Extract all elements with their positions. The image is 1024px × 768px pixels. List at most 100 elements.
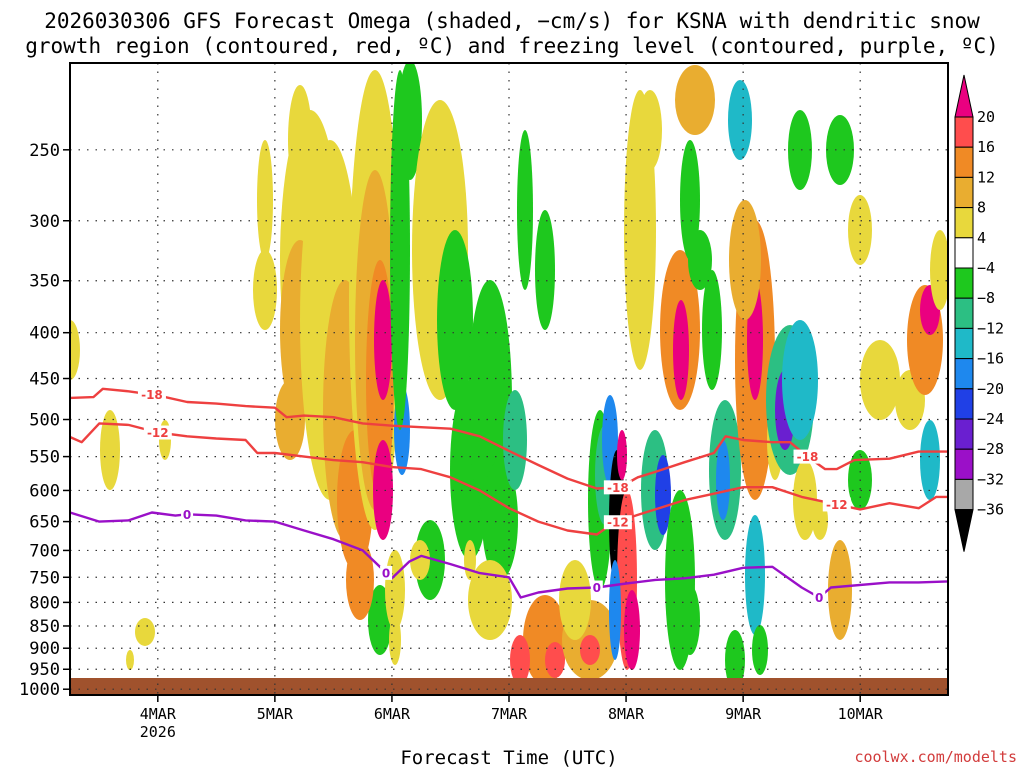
contour-label-bg [590, 580, 603, 595]
contour-label-bg [143, 425, 172, 440]
colorbar-swatch [954, 297, 974, 329]
y-axis-ticks: 2503003504004505005506006507007508008509… [19, 141, 70, 700]
omega-blob [468, 280, 512, 520]
colorbar-label: −12 [977, 319, 1004, 337]
omega-blob [680, 585, 700, 655]
omega-blob [253, 250, 277, 330]
y-tick-label: 900 [29, 639, 60, 659]
x-tick-label: 7MAR [491, 705, 528, 723]
colorbar-swatch [954, 388, 974, 420]
x-tick-label: 10MAR [838, 705, 884, 723]
x-tick-label: 6MAR [374, 705, 411, 723]
omega-blob [752, 625, 768, 675]
omega-blob [655, 455, 671, 535]
contour-label-bg [793, 449, 822, 464]
y-tick-label: 600 [29, 481, 60, 501]
colorbar-label: −28 [977, 440, 1004, 458]
y-tick-label: 700 [29, 541, 60, 561]
y-tick-label: 350 [29, 272, 60, 292]
omega-blob [624, 590, 640, 670]
contour-label-bg [813, 590, 826, 605]
colorbar-swatch [954, 327, 974, 360]
x-axis-label: Forecast Time (UTC) [400, 747, 617, 768]
y-tick-label: 500 [29, 411, 60, 431]
colorbar-bottom-arrow [954, 509, 974, 552]
colorbar-swatch [954, 176, 974, 209]
contour-label-bg [137, 387, 166, 402]
colorbar-swatch [954, 207, 974, 239]
colorbar-label: −16 [977, 350, 1004, 368]
colorbar-swatch [954, 478, 974, 511]
colorbar-label: −8 [977, 289, 995, 307]
omega-blob [638, 90, 662, 170]
omega-blob [535, 210, 555, 330]
omega-blob [545, 642, 565, 678]
colorbar-swatch [954, 146, 974, 178]
omega-blob [782, 320, 818, 440]
contour-label: 0 [593, 581, 601, 595]
grid-lines [70, 63, 948, 695]
y-tick-label: 650 [29, 513, 60, 533]
temperature-contours: -18 -18 -18 -12 -12 -12 0 0 0 0 [70, 387, 948, 605]
contour-label-bg [380, 565, 393, 580]
contour-label: -12 [826, 498, 848, 512]
omega-blob [437, 230, 473, 410]
omega-shading [70, 63, 948, 690]
x-tick-label: 8MAR [608, 705, 645, 723]
chart-title-line2: growth region (contoured, red, ºC) and f… [25, 34, 999, 58]
ground-surface [71, 678, 947, 695]
contour-label: 0 [815, 591, 823, 605]
omega-blob [716, 440, 730, 520]
omega-blob [503, 390, 527, 490]
omega-blob [70, 320, 80, 380]
omega-blob [673, 300, 689, 400]
omega-blob [135, 618, 155, 646]
colorbar-label: 16 [977, 138, 995, 156]
omega-blob [559, 560, 591, 640]
omega-blob [788, 110, 812, 190]
omega-blob [609, 560, 621, 660]
contour-label-bg [603, 480, 632, 495]
omega-blob [517, 130, 533, 290]
omega-blob [288, 85, 312, 195]
omega-blob [675, 65, 715, 135]
omega-blob [580, 635, 600, 665]
contour-label: 0 [183, 508, 191, 522]
omega-blob [390, 70, 410, 430]
omega-blob [828, 540, 852, 640]
x-tick-label: 5MAR [257, 705, 294, 723]
contour-label-bg [603, 515, 632, 530]
colorbar-label: 4 [977, 229, 986, 247]
credit-link[interactable]: coolwx.com/modelts [854, 748, 1017, 766]
omega-blob [680, 140, 700, 260]
omega-blob [826, 115, 854, 185]
omega-blob [464, 540, 476, 580]
y-tick-label: 750 [29, 568, 60, 588]
omega-blob [389, 615, 401, 665]
omega-blob [793, 460, 817, 540]
omega-blob [920, 420, 940, 500]
omega-blob [275, 380, 305, 460]
y-tick-label: 850 [29, 617, 60, 637]
colorbar-label: −36 [977, 501, 1004, 519]
x-tick-year: 2026 [140, 723, 176, 741]
colorbar-swatch [954, 116, 974, 148]
colorbar-label: −20 [977, 380, 1004, 398]
y-tick-label: 1000 [19, 680, 60, 700]
omega-blob [930, 230, 948, 310]
omega-blob [482, 460, 518, 580]
colorbar-label: −24 [977, 410, 1004, 428]
y-tick-label: 300 [29, 212, 60, 232]
y-tick-label: 450 [29, 370, 60, 390]
omega-blob [374, 280, 392, 400]
omega-blob [126, 650, 134, 670]
colorbar-swatch [954, 418, 974, 450]
omega-blob [725, 630, 745, 690]
y-tick-label: 250 [29, 141, 60, 161]
omega-blob [510, 635, 530, 685]
omega-blob [729, 200, 761, 320]
colorbar-top-arrow [954, 74, 974, 118]
omega-blob [100, 410, 120, 490]
colorbar-swatch [954, 267, 974, 299]
